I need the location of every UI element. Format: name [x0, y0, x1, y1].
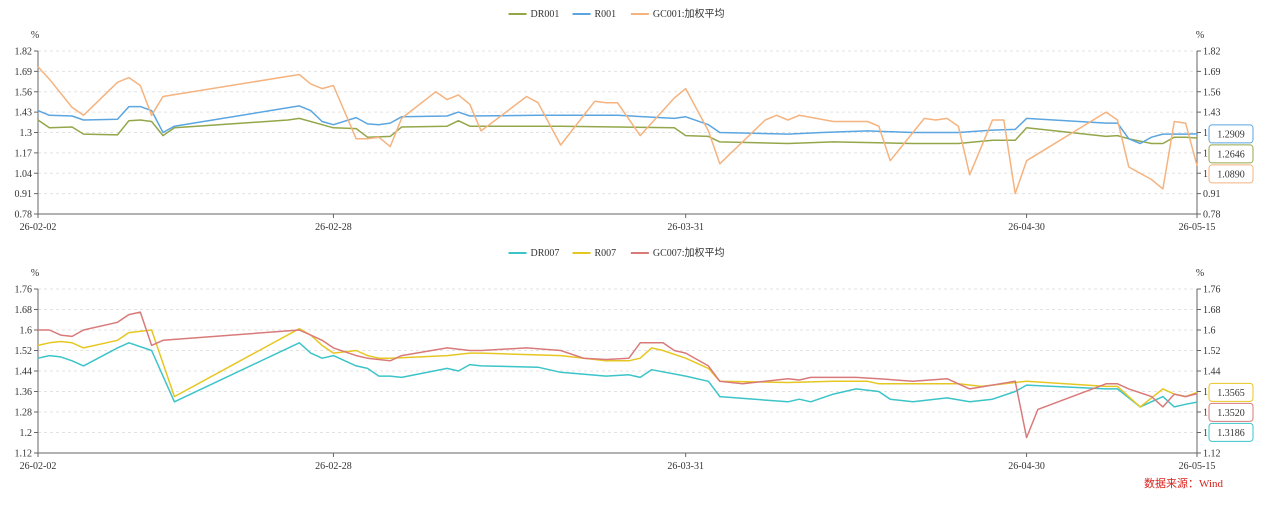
chart1-y-tick-label: 1.3 [20, 128, 33, 139]
chart2-end-value-label: 1.3565 [1217, 388, 1245, 399]
chart1-legend-label: DR001 [531, 9, 560, 20]
chart2-y-tick-label: 1.76 [15, 285, 33, 296]
chart1-y-tick-label-right: 1.69 [1203, 67, 1221, 78]
chart2-y-tick-label: 1.6 [20, 326, 33, 337]
chart1-end-value-box [1208, 164, 1254, 184]
chart2-y-tick-label-right: 1.52 [1203, 346, 1221, 357]
chart1-unit-label: % [31, 30, 39, 41]
chart1-y-tick-label: 0.91 [15, 189, 33, 200]
chart2-legend-label: GC007:加权平均 [653, 246, 725, 259]
chart2-x-tick-label: 26-02-28 [315, 461, 352, 472]
chart1-y-tick-label: 0.78 [15, 210, 33, 221]
chart1-end-value-box [1208, 124, 1254, 144]
chart1-y-tick-label-right: 0.78 [1203, 210, 1221, 221]
chart1-x-tick-label: 26-02-28 [315, 222, 352, 233]
chart2-y-tick-label: 1.12 [15, 449, 33, 460]
chart2-y-tick-label: 1.2 [20, 428, 33, 439]
chart1-series-line [37, 105, 1198, 145]
chart2-x-tick-label: 26-03-31 [667, 461, 704, 472]
chart2-y-tick-label-right: 1.12 [1203, 449, 1221, 460]
chart2-y-tick-label: 1.28 [15, 408, 33, 419]
chart2-y-tick-label-right: 1.6 [1203, 326, 1216, 337]
chart1-unit-label-right: % [1196, 30, 1204, 41]
chart2-x-tick-label: 26-04-30 [1008, 461, 1045, 472]
chart1-end-value-label: 1.2909 [1217, 129, 1245, 140]
chart2-series-line [37, 327, 1198, 408]
chart2-series-line [37, 342, 1198, 408]
chart2-end-value-box [1208, 382, 1254, 402]
chart1-y-tick-label: 1.17 [15, 148, 33, 159]
chart2-end-value-label: 1.3186 [1217, 428, 1245, 439]
chart1-x-tick-label: 26-05-15 [1179, 222, 1216, 233]
chart2-unit-label: % [31, 268, 39, 279]
chart1-y-tick-label-right: 1.82 [1203, 47, 1221, 58]
chart1-y-tick-label: 1.82 [15, 47, 33, 58]
chart2-x-tick-label: 26-02-02 [20, 461, 57, 472]
chart2-y-tick-label-right: 1.76 [1203, 285, 1221, 296]
chart1-end-value-box [1208, 144, 1254, 164]
chart1-y-tick-label: 1.04 [15, 169, 33, 180]
chart2-end-value-box [1208, 402, 1254, 422]
chart2-y-tick-label: 1.36 [15, 387, 33, 398]
chart1-end-value-label: 1.0890 [1217, 169, 1245, 180]
chart1-y-tick-label: 1.69 [15, 67, 33, 78]
chart1-y-tick-label-right: 1.56 [1203, 87, 1221, 98]
chart2-legend-label: DR007 [531, 248, 560, 259]
chart2-series-line [38, 311, 1198, 439]
chart1-y-tick-label-right: 1.43 [1203, 108, 1221, 119]
chart1-y-tick-label: 1.56 [15, 87, 33, 98]
chart1-x-tick-label: 26-04-30 [1008, 222, 1045, 233]
chart1-series-line [37, 117, 1198, 145]
chart2-y-tick-label: 1.68 [15, 305, 33, 316]
chart1-legend-label: GC001:加权平均 [653, 7, 725, 20]
chart1-y-tick-label: 1.43 [15, 108, 33, 119]
chart2-end-value-label: 1.3520 [1217, 408, 1245, 419]
chart2-y-tick-label: 1.52 [15, 346, 33, 357]
chart1-y-tick-label-right: 0.91 [1203, 189, 1221, 200]
chart1-series-line [37, 66, 1198, 195]
chart2-y-tick-label-right: 1.44 [1203, 367, 1221, 378]
chart1-end-value-label: 1.2646 [1217, 149, 1245, 160]
data-source-label: 数据来源：Wind [1144, 478, 1223, 490]
chart1-x-tick-label: 26-03-31 [667, 222, 704, 233]
chart2-end-value-box [1208, 422, 1254, 442]
chart2-y-tick-label: 1.44 [15, 367, 33, 378]
chart2-x-tick-label: 26-05-15 [1179, 461, 1216, 472]
chart2-legend-label: R007 [595, 248, 617, 259]
chart2-y-tick-label-right: 1.68 [1203, 305, 1221, 316]
chart2-unit-label-right: % [1196, 268, 1204, 279]
chart1-x-tick-label: 26-02-02 [20, 222, 57, 233]
chart1-legend-label: R001 [595, 9, 617, 20]
